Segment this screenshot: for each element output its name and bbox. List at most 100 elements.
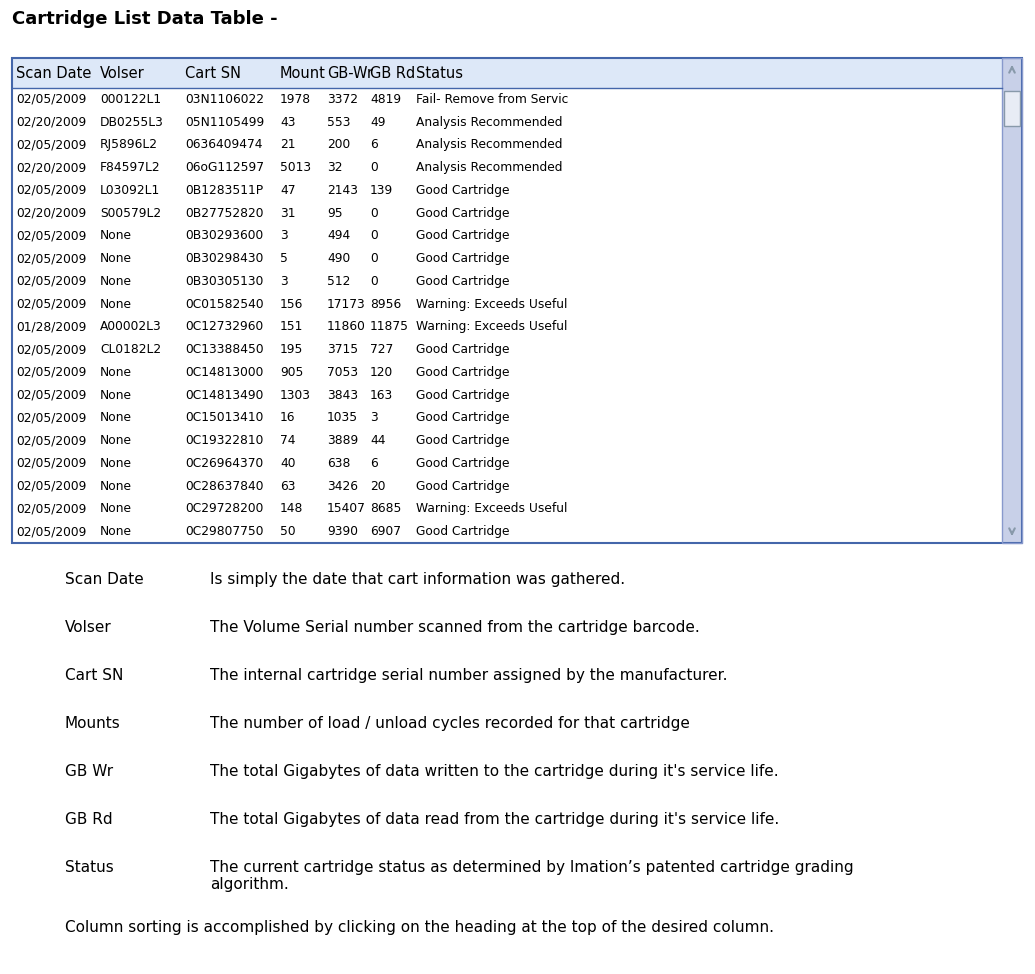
Text: 02/20/2009: 02/20/2009 xyxy=(16,161,86,174)
Text: 4819: 4819 xyxy=(369,93,402,106)
Text: S00579L2: S00579L2 xyxy=(100,206,161,219)
Text: Scan Date: Scan Date xyxy=(65,572,144,587)
Text: 02/05/2009: 02/05/2009 xyxy=(16,275,86,288)
Text: Warning: Exceeds Useful: Warning: Exceeds Useful xyxy=(416,320,567,333)
Text: 11875: 11875 xyxy=(369,320,409,333)
Text: 8956: 8956 xyxy=(369,298,402,311)
Text: Good Cartridge: Good Cartridge xyxy=(416,252,509,265)
Text: 02/05/2009: 02/05/2009 xyxy=(16,411,86,425)
Text: 11860: 11860 xyxy=(327,320,366,333)
Text: 1303: 1303 xyxy=(280,389,310,401)
Text: 0: 0 xyxy=(369,252,378,265)
Text: 0C01582540: 0C01582540 xyxy=(185,298,264,311)
Text: None: None xyxy=(100,503,132,515)
Text: Scan Date: Scan Date xyxy=(16,65,91,81)
Text: None: None xyxy=(100,275,132,288)
Text: 0B30293600: 0B30293600 xyxy=(185,229,263,243)
Text: 0: 0 xyxy=(369,161,378,174)
Text: Mounts: Mounts xyxy=(65,716,121,731)
Text: 156: 156 xyxy=(280,298,303,311)
Text: 0C29807750: 0C29807750 xyxy=(185,525,264,538)
Text: 905: 905 xyxy=(280,366,303,379)
Text: 02/05/2009: 02/05/2009 xyxy=(16,138,86,151)
Text: 17173: 17173 xyxy=(327,298,365,311)
Text: 40: 40 xyxy=(280,457,296,469)
Bar xyxy=(1004,91,1021,126)
Text: 0C29728200: 0C29728200 xyxy=(185,503,263,515)
Text: 32: 32 xyxy=(327,161,343,174)
Text: Good Cartridge: Good Cartridge xyxy=(416,206,509,219)
Text: Column sorting is accomplished by clicking on the heading at the top of the desi: Column sorting is accomplished by clicki… xyxy=(65,920,774,935)
Text: None: None xyxy=(100,252,132,265)
Text: Good Cartridge: Good Cartridge xyxy=(416,479,509,493)
Text: 0: 0 xyxy=(369,229,378,243)
Text: DB0255L3: DB0255L3 xyxy=(100,116,164,129)
Text: 02/05/2009: 02/05/2009 xyxy=(16,93,86,106)
Text: Good Cartridge: Good Cartridge xyxy=(416,525,509,538)
Text: Status: Status xyxy=(416,65,463,81)
Text: Cart SN: Cart SN xyxy=(185,65,241,81)
Text: 3372: 3372 xyxy=(327,93,358,106)
Bar xyxy=(1002,58,1022,543)
Text: 8685: 8685 xyxy=(369,503,402,515)
Text: None: None xyxy=(100,411,132,425)
Text: F84597L2: F84597L2 xyxy=(100,161,160,174)
Text: Good Cartridge: Good Cartridge xyxy=(416,389,509,401)
Text: None: None xyxy=(100,525,132,538)
Text: The Volume Serial number scanned from the cartridge barcode.: The Volume Serial number scanned from th… xyxy=(210,620,700,635)
Text: 0B1283511P: 0B1283511P xyxy=(185,184,263,197)
Text: 000122L1: 000122L1 xyxy=(100,93,161,106)
Text: Analysis Recommended: Analysis Recommended xyxy=(416,161,562,174)
Bar xyxy=(12,58,1022,88)
Text: The number of load / unload cycles recorded for that cartridge: The number of load / unload cycles recor… xyxy=(210,716,690,731)
Text: 494: 494 xyxy=(327,229,350,243)
Text: 0B27752820: 0B27752820 xyxy=(185,206,264,219)
Text: 139: 139 xyxy=(369,184,393,197)
Text: 02/05/2009: 02/05/2009 xyxy=(16,298,86,311)
Text: Good Cartridge: Good Cartridge xyxy=(416,434,509,447)
Text: 6907: 6907 xyxy=(369,525,401,538)
Text: Cartridge List Data Table -: Cartridge List Data Table - xyxy=(12,10,277,28)
Text: Good Cartridge: Good Cartridge xyxy=(416,343,509,356)
Text: 95: 95 xyxy=(327,206,343,219)
Text: 1978: 1978 xyxy=(280,93,312,106)
Text: 20: 20 xyxy=(369,479,385,493)
Text: 02/05/2009: 02/05/2009 xyxy=(16,389,86,401)
Text: Good Cartridge: Good Cartridge xyxy=(416,411,509,425)
Text: A00002L3: A00002L3 xyxy=(100,320,161,333)
Text: GB Rd: GB Rd xyxy=(65,812,113,827)
Text: 3: 3 xyxy=(280,275,288,288)
Text: Good Cartridge: Good Cartridge xyxy=(416,366,509,379)
Text: 44: 44 xyxy=(369,434,385,447)
Text: 200: 200 xyxy=(327,138,350,151)
Text: 512: 512 xyxy=(327,275,351,288)
Text: 3889: 3889 xyxy=(327,434,358,447)
Text: 0C12732960: 0C12732960 xyxy=(185,320,263,333)
Text: 31: 31 xyxy=(280,206,296,219)
Text: 06oG112597: 06oG112597 xyxy=(185,161,264,174)
Text: Warning: Exceeds Useful: Warning: Exceeds Useful xyxy=(416,298,567,311)
Text: Fail- Remove from Servic: Fail- Remove from Servic xyxy=(416,93,568,106)
Text: 5: 5 xyxy=(280,252,288,265)
Text: Status: Status xyxy=(65,860,114,875)
Text: 0636409474: 0636409474 xyxy=(185,138,263,151)
Text: 63: 63 xyxy=(280,479,296,493)
Text: Warning: Exceeds Useful: Warning: Exceeds Useful xyxy=(416,503,567,515)
Text: 5013: 5013 xyxy=(280,161,312,174)
Text: 0B30305130: 0B30305130 xyxy=(185,275,263,288)
Text: 05N1105499: 05N1105499 xyxy=(185,116,264,129)
Bar xyxy=(12,88,1002,543)
Text: 43: 43 xyxy=(280,116,296,129)
Text: 0C19322810: 0C19322810 xyxy=(185,434,263,447)
Bar xyxy=(1002,58,1022,543)
Text: 02/05/2009: 02/05/2009 xyxy=(16,434,86,447)
Text: 638: 638 xyxy=(327,457,351,469)
Text: 3843: 3843 xyxy=(327,389,358,401)
Text: None: None xyxy=(100,434,132,447)
Text: 01/28/2009: 01/28/2009 xyxy=(16,320,86,333)
Text: 0B30298430: 0B30298430 xyxy=(185,252,263,265)
Text: 02/05/2009: 02/05/2009 xyxy=(16,343,86,356)
Text: 02/05/2009: 02/05/2009 xyxy=(16,366,86,379)
Text: 02/05/2009: 02/05/2009 xyxy=(16,525,86,538)
Text: 195: 195 xyxy=(280,343,303,356)
